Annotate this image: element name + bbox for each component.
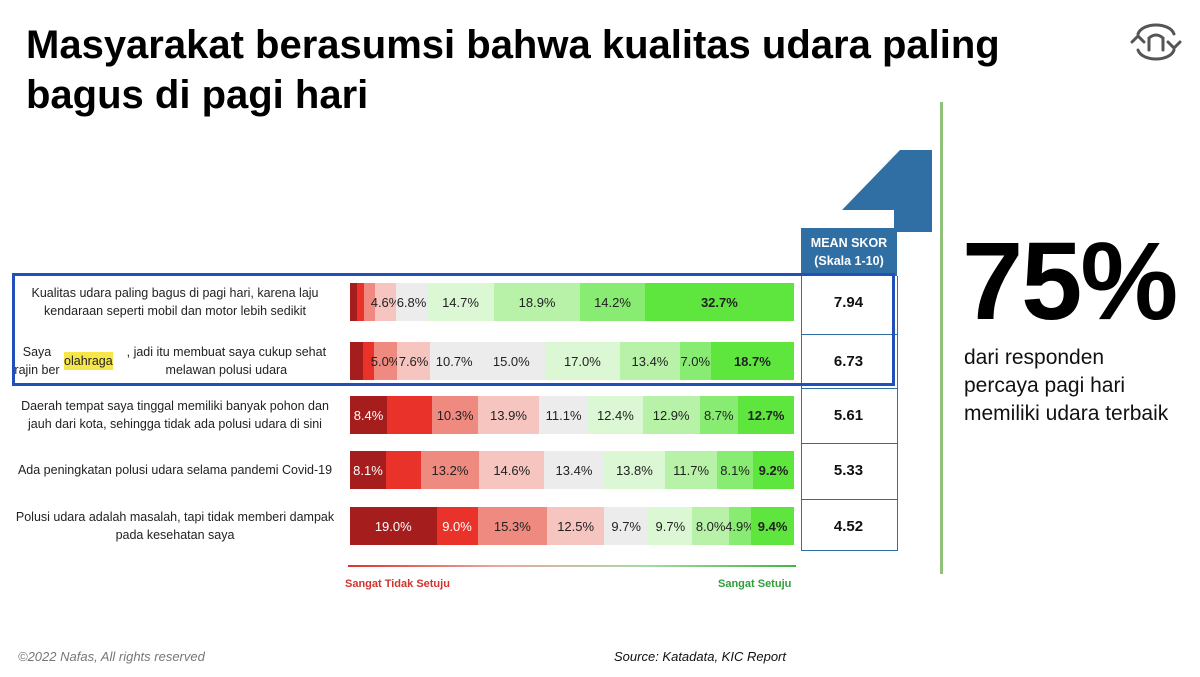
bar-segment: 8.1% [350,451,386,489]
bar-segment: 18.7% [710,342,794,380]
bar-segment: 12.7% [737,396,794,434]
bar-segment: 10.3% [432,396,478,434]
bar-segment: 14.2% [580,283,645,321]
bar-segment: 13.4% [544,451,604,489]
bar-row: 4.6% 6.8% 14.7% 18.9% 14.2% 32.7% [350,283,794,321]
bar-row: 8.1% 13.2% 14.6% 13.4% 13.8% 11.7% 8.1% 9.2% [350,451,794,489]
bar-segment: 11.1% [539,396,589,434]
bar-segment: 19.0% [350,507,437,545]
bar-segment [350,283,357,321]
scale-axis-line [348,565,796,567]
category-label: Saya rajin ber olahraga, jadi itu membuat… [14,345,327,377]
scale-left-label: Sangat Tidak Setuju [345,578,450,590]
bar-segment: 13.4% [620,342,680,380]
mean-score-value: 7.94 [833,294,864,311]
bar-segment: 12.5% [547,507,605,545]
bar-segment: 14.6% [479,451,545,489]
category-label: Polusi udara adalah masalah, tapi tidak … [15,510,335,542]
category-label: Ada peningkatan polusi udara selama pand… [17,463,333,477]
bar-segment: 9.2% [753,451,794,489]
bar-segment [363,342,375,380]
bar-segment: 9.4% [751,507,794,545]
highlight-description: dari responden percaya pagi hari memilik… [964,346,1169,425]
bar-segment: 9.0% [436,507,478,545]
highlight-percentage: 75% [962,220,1178,343]
bar-segment: 5.0% [371,342,400,380]
source: Source: Katadata, KIC Report [614,649,786,664]
bar-segment: 9.7% [648,507,693,545]
bar-segment: 18.9% [494,283,581,321]
bar-segment: 14.7% [427,283,494,321]
bar-segment: 32.7% [644,283,794,321]
bar-segment: 13.8% [603,451,666,489]
bar-segment: 8.4% [350,396,388,434]
bar-segment: 8.7% [699,396,738,434]
bar-row: 8.4% 10.3% 13.9% 11.1% 12.4% 12.9% 8.7% 12.7% [350,396,794,434]
mean-header-line1: MEAN SKOR [810,236,888,250]
divider-line [940,102,943,574]
mean-score-value: 5.61 [833,407,864,424]
bar-segment: 8.0% [692,507,729,545]
bar-segment: 9.7% [604,507,649,545]
mean-score-value: 4.52 [833,518,864,535]
bar-segment: 12.4% [588,396,643,434]
scale-right-label: Sangat Setuju [718,578,792,590]
mean-row-separator [801,499,897,500]
mean-header-line2: (Skala 1-10) [814,254,884,268]
bar-segment: 15.3% [477,507,548,545]
bar-segment [363,283,376,321]
mean-row-separator [801,334,897,335]
mean-row-separator [801,388,897,389]
arrow-up-icon [842,150,932,232]
mean-score-header: MEAN SKOR (Skala 1-10) [801,228,897,276]
bar-segment: 10.7% [430,342,478,380]
bar-segment: 8.1% [717,451,754,489]
bar-segment [350,342,364,380]
bar-segment: 17.0% [544,342,621,380]
bar-segment: 13.9% [477,396,540,434]
bar-segment: 7.0% [679,342,711,380]
bar-segment: 4.6% [371,283,400,321]
copyright: ©2022 Nafas, All rights reserved [18,649,205,664]
category-label: Daerah tempat saya tinggal memiliki bany… [21,399,329,431]
page-title: Masyarakat berasumsi bahwa kualitas udar… [26,23,1000,117]
bar-segment: 7.6% [396,342,431,380]
category-label: Kualitas udara paling bagus di pagi hari… [31,286,319,318]
bar-segment [356,283,364,321]
bar-segment: 15.0% [477,342,545,380]
bar-row: 19.0% 9.0% 15.3% 12.5% 9.7% 9.7% 8.0% 4.9% 9.4% [350,507,794,545]
bar-segment: 11.7% [665,451,718,489]
bar-segment [386,451,421,489]
bar-segment: 12.9% [642,396,700,434]
keyword-highlight: olahraga [64,352,113,370]
bar-segment: 13.2% [420,451,480,489]
mean-score-column [801,276,898,551]
mean-score-value: 6.73 [833,353,864,370]
bar-segment [387,396,433,434]
mean-row-separator [801,443,897,444]
bar-segment: 6.8% [396,283,427,321]
bar-segment: 4.9% [725,507,755,545]
mean-score-value: 5.33 [833,462,864,479]
nafas-logo-icon [1130,23,1182,61]
bar-row: 5.0% 7.6% 10.7% 15.0% 17.0% 13.4% 7.0% 18.7% [350,342,794,380]
